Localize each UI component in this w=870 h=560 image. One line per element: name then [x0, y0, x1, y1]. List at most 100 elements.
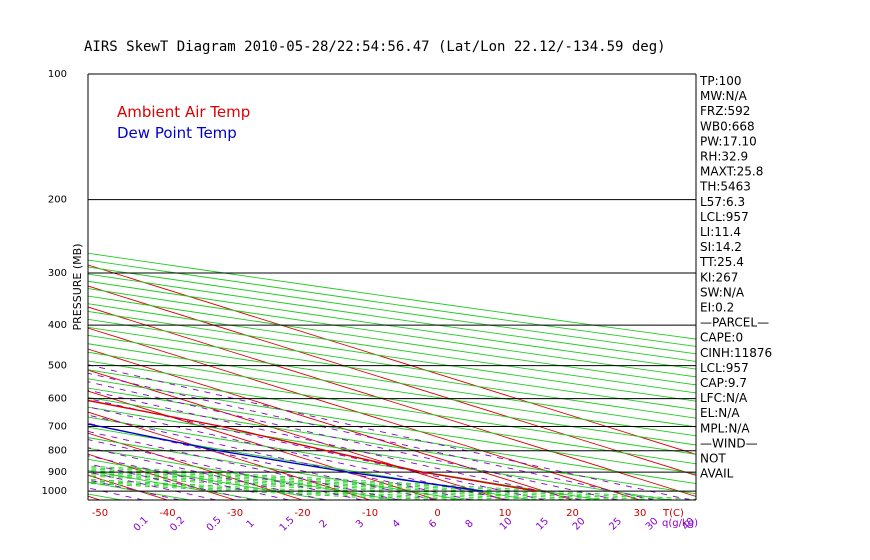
dry-adiabat-line: [88, 360, 696, 455]
mixing-ratio-tick-label: 15: [534, 516, 551, 533]
isotherm-line: [0, 74, 33, 500]
dry-adiabat-line: [88, 369, 696, 465]
pressure-tick-label: 700: [48, 422, 67, 433]
index-item: CINH:11876: [700, 346, 772, 360]
y-axis-label: PRESSURE (MB): [71, 244, 84, 331]
index-item: PW:17.10: [700, 134, 757, 148]
index-item: LFC:N/A: [700, 391, 748, 405]
mixing-ratio-tick-label: 1: [245, 518, 257, 530]
bottom-temp-tick-label: -20: [294, 508, 310, 519]
mixing-ratio-tick-label: 8: [464, 518, 476, 530]
mixing-ratio-line: [88, 455, 290, 500]
profile-lines: [88, 399, 538, 492]
mixing-ratio-tick-label: 4: [391, 518, 403, 530]
index-item: MW:N/A: [700, 89, 748, 103]
moist-adiabat-line: [88, 465, 696, 500]
dry-adiabat-line: [88, 458, 327, 500]
moist-adiabat-line: [88, 469, 627, 500]
bottom-temp-tick-label: 0: [434, 508, 440, 519]
mixing-ratio-line: [88, 364, 691, 500]
pressure-tick-label: 1000: [42, 486, 67, 497]
dry-adiabat-line: [88, 493, 122, 500]
index-item: TH:5463: [699, 180, 751, 194]
dry-adiabat-line: [88, 334, 696, 428]
bottom-temp-tick-label: -30: [227, 508, 243, 519]
dry-adiabat-line: [88, 343, 696, 437]
pressure-tick-label: 200: [48, 195, 67, 206]
dry-adiabat-line: [88, 447, 396, 500]
mixing-ratio-line: [88, 430, 399, 500]
pressure-tick-label: 900: [48, 467, 67, 478]
bottom-temp-tick-label: 30: [634, 508, 647, 519]
chart-title: AIRS SkewT Diagram 2010-05-28/22:54:56.4…: [84, 39, 666, 55]
isotherm-line: [88, 495, 101, 500]
isotherm-line: [88, 390, 438, 500]
dry-adiabat-line: [0, 74, 53, 500]
index-item: EL:N/A: [700, 406, 740, 420]
index-item: WB0:668: [700, 119, 755, 133]
mixing-ratio-line: [88, 471, 217, 500]
dry-adiabat-line: [88, 387, 696, 485]
isotherm-line: [88, 348, 573, 500]
index-item: EI:0.2: [700, 301, 734, 315]
mixing-ratio-line: [88, 372, 655, 500]
index-item: LCL:957: [700, 210, 749, 224]
pressure-tick-label: 300: [48, 268, 67, 279]
pressure-tick-label: 500: [48, 361, 67, 372]
mixing-ratio-tick-label: 25: [607, 516, 624, 533]
isotherm-line: [88, 285, 696, 476]
ambient-air-temp-line: [88, 399, 538, 492]
bottom-temp-tick-label: -50: [92, 508, 108, 519]
background-grid: [0, 74, 696, 500]
mixing-ratio-line: [88, 406, 509, 500]
index-item: MPL:N/A: [700, 421, 750, 435]
bottom-temp-tick-label: 10: [499, 508, 512, 519]
bottom-temp-tick-label: 20: [566, 508, 579, 519]
index-item: KI:267: [700, 270, 738, 284]
pressure-tick-label: 600: [48, 394, 67, 405]
dry-adiabat-line: [88, 310, 696, 402]
legend-dew-point-temp: Dew Point Temp: [117, 124, 237, 142]
isotherm-line: [88, 264, 696, 455]
legend-ambient-air-temp: Ambient Air Temp: [117, 103, 250, 121]
isotherm-line: [88, 327, 641, 500]
pressure-tick-label: 800: [48, 446, 67, 457]
index-item: FRZ:592: [700, 104, 750, 118]
index-item: —WIND—: [700, 436, 758, 450]
pressure-tick-label: 100: [48, 69, 67, 80]
mixing-ratio-tick-label: 3: [354, 518, 366, 530]
dry-adiabat-line: [88, 426, 532, 500]
bottom-temp-tick-label: -40: [159, 508, 175, 519]
dry-adiabat-line: [88, 351, 696, 446]
mixing-ratio-tick-label: 0.1: [132, 515, 151, 534]
dry-adiabat-line: [88, 326, 696, 419]
isotherm-line: [88, 369, 506, 500]
mixing-ratio-tick-label: 2: [318, 518, 330, 530]
index-item: LCL:957: [700, 361, 749, 375]
dry-adiabat-line: [88, 397, 696, 495]
dry-adiabat-line: [88, 406, 669, 500]
mixing-ratio-line: [88, 447, 326, 500]
index-item: TT:25.4: [699, 255, 744, 269]
bottom-unit-label: T(C): [662, 508, 684, 519]
dry-adiabat-line: [88, 378, 696, 475]
mixing-ratio-line: [88, 414, 472, 500]
index-item: SW:N/A: [700, 285, 745, 299]
index-item: MAXT:25.8: [700, 165, 763, 179]
isotherm-line: [88, 411, 371, 500]
mixing-ratio-line: [88, 398, 545, 500]
dry-adiabat-line: [88, 437, 464, 500]
mixing-ratio-line: [88, 389, 582, 500]
mixing-ratio-line: [88, 463, 253, 500]
bottom-temp-tick-label: -10: [362, 508, 378, 519]
index-item: AVAIL: [700, 467, 734, 481]
isotherm-line: [88, 306, 696, 497]
mixing-ratio-line: [88, 422, 436, 500]
index-item: —PARCEL—: [700, 316, 769, 330]
index-item: CAP:9.7: [700, 376, 747, 390]
mixing-ratio-line: [88, 381, 618, 500]
index-item: SI:14.2: [700, 240, 742, 254]
axes: [87, 73, 697, 501]
